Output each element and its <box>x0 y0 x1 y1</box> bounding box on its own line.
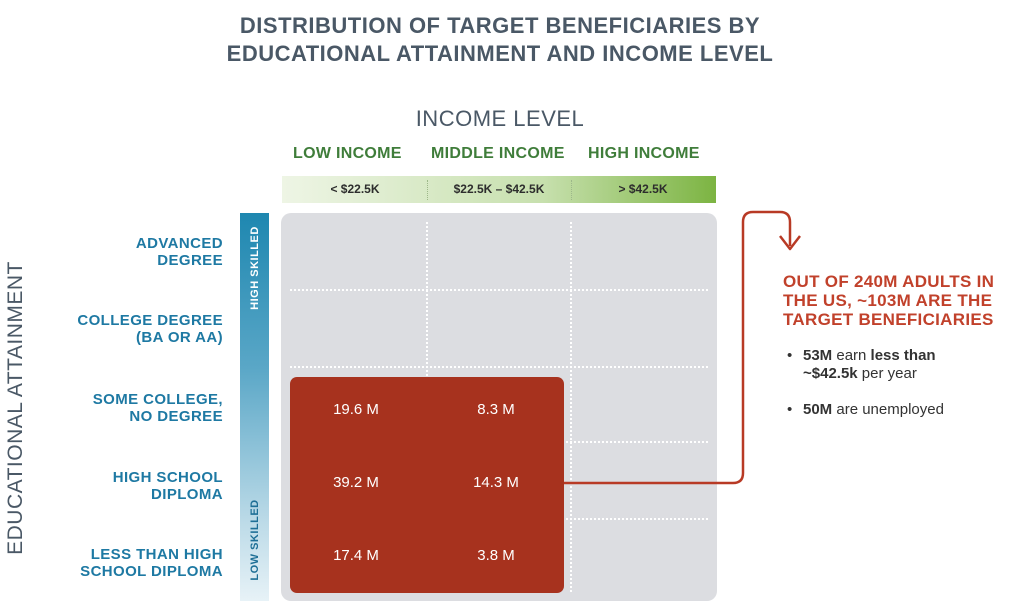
row-label-line: ADVANCED <box>135 235 223 252</box>
bullet-highlight: less than <box>870 347 936 364</box>
row-label-line: DEGREE <box>157 252 223 269</box>
callout-heading-line: THE US, ~103M ARE THE <box>783 291 993 310</box>
cell-less-than-high-school-middle-income: 3.8 M <box>477 547 515 564</box>
arrow-down-icon <box>779 235 801 251</box>
income-range-bar <box>282 176 716 203</box>
cell-some-college-low-income: 19.6 M <box>333 401 379 418</box>
income-range-high: > $42.5K <box>618 182 668 196</box>
cell-some-college-middle-income: 8.3 M <box>477 401 515 418</box>
callout-heading: OUT OF 240M ADULTS IN THE US, ~103M ARE … <box>783 272 994 329</box>
bullet-dot-icon: • <box>787 401 793 418</box>
row-label-line: LESS THAN HIGH <box>90 546 223 563</box>
bullet-text: earn <box>832 347 871 364</box>
row-label-line: COLLEGE DEGREE <box>77 312 223 329</box>
chart-title: DISTRIBUTION OF TARGET BENEFICIARIES BY … <box>0 12 1000 68</box>
chart-title-line-1: DISTRIBUTION OF TARGET BENEFICIARIES BY <box>239 13 761 38</box>
bullet-dot-icon: • <box>787 347 793 364</box>
column-header-high-income: HIGH INCOME <box>588 145 700 162</box>
row-label-high-school-diploma: HIGH SCHOOL DIPLOMA <box>113 469 223 503</box>
cell-less-than-high-school-low-income: 17.4 M <box>333 547 379 564</box>
bullet-highlight: 50M <box>803 401 833 418</box>
callout-bullet-unemployed: • 50M are unemployed <box>787 401 944 419</box>
target-beneficiaries-block <box>290 377 564 593</box>
row-label-some-college: SOME COLLEGE, NO DEGREE <box>93 391 223 425</box>
skill-level-gradient-bar <box>240 213 269 601</box>
chart-title-line-2: EDUCATIONAL ATTAINMENT AND INCOME LEVEL <box>226 41 774 66</box>
bullet-text: are unemployed <box>832 401 944 418</box>
grid-column-divider <box>570 222 572 592</box>
bullet-text: per year <box>857 365 917 382</box>
column-header-middle-income: MIDDLE INCOME <box>431 145 565 162</box>
income-range-middle: $22.5K – $42.5K <box>453 182 545 196</box>
cell-high-school-low-income: 39.2 M <box>333 474 379 491</box>
row-label-line: NO DEGREE <box>129 408 223 425</box>
income-range-low: < $22.5K <box>330 182 380 196</box>
row-label-advanced-degree: ADVANCED DEGREE <box>136 235 223 269</box>
grid-row-divider <box>290 289 708 291</box>
income-level-title: INCOME LEVEL <box>415 106 585 131</box>
cell-high-school-middle-income: 14.3 M <box>473 474 519 491</box>
row-label-line: SCHOOL DIPLOMA <box>80 563 223 580</box>
row-label-line: DIPLOMA <box>151 486 223 503</box>
bullet-highlight: 53M <box>803 347 833 364</box>
grid-row-divider <box>290 366 708 368</box>
row-label-less-than-high-school: LESS THAN HIGH SCHOOL DIPLOMA <box>80 546 223 580</box>
callout-bullet-income: • 53M earn less than ~$42.5k per year <box>787 347 936 383</box>
row-label-line: (BA OR AA) <box>135 329 223 346</box>
connector-line <box>564 210 792 485</box>
callout-heading-line: OUT OF 240M ADULTS IN <box>783 272 995 291</box>
row-label-line: HIGH SCHOOL <box>112 469 223 486</box>
column-header-low-income: LOW INCOME <box>293 145 402 162</box>
bullet-highlight: ~$42.5k <box>803 365 858 382</box>
callout-heading-line: TARGET BENEFICIARIES <box>783 310 994 329</box>
income-bar-divider <box>571 180 572 200</box>
income-bar-divider <box>427 180 428 200</box>
row-label-college-degree: COLLEGE DEGREE (BA OR AA) <box>77 312 223 346</box>
row-label-line: SOME COLLEGE, <box>92 391 223 408</box>
